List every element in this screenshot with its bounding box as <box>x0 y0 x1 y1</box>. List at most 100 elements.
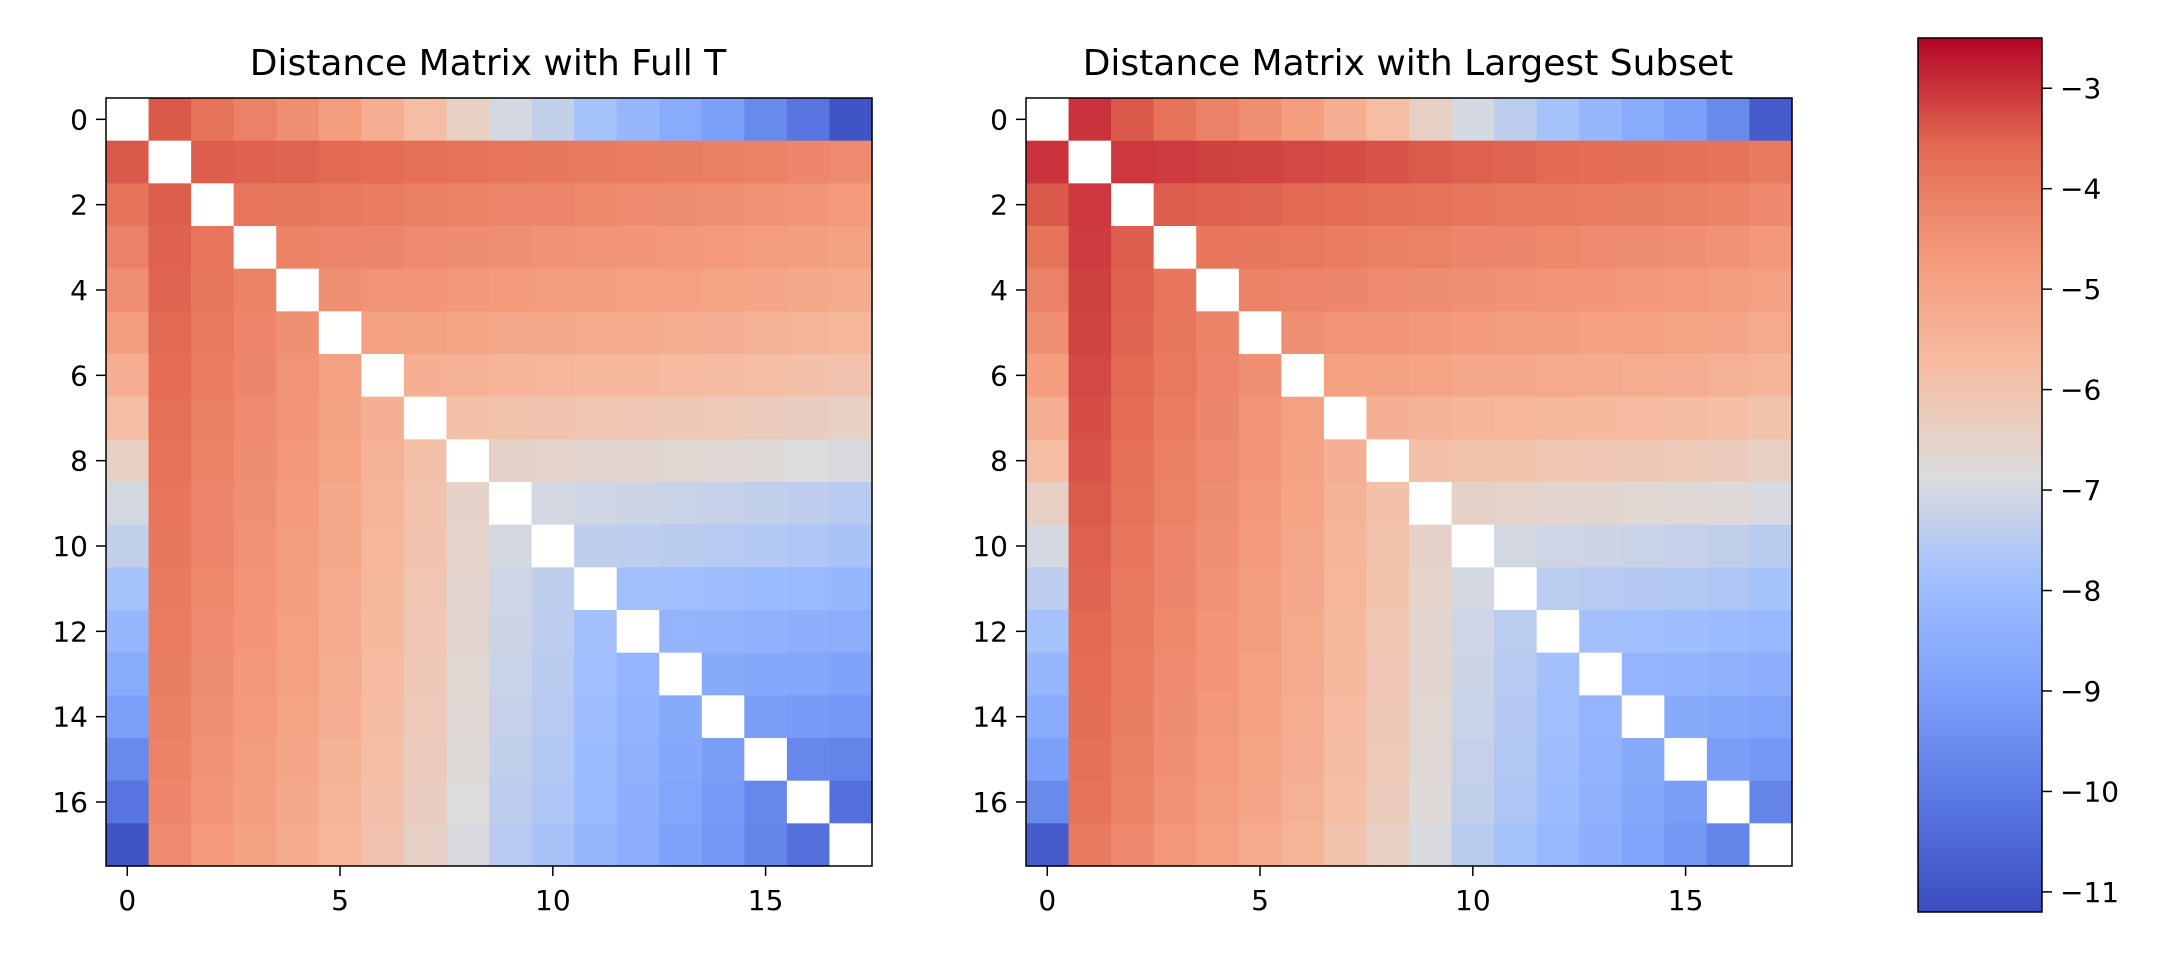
heatmap-cell <box>361 823 405 867</box>
y-tick-label: 8 <box>990 445 1008 478</box>
heatmap-cell <box>1196 610 1240 654</box>
heatmap-cell <box>489 738 533 782</box>
heatmap-cell <box>744 610 788 654</box>
heatmap-cell <box>191 183 235 227</box>
heatmap-cell <box>531 738 575 782</box>
heatmap-cell <box>318 652 362 696</box>
heatmap-cells-full-t <box>106 98 873 867</box>
heatmap-cell <box>276 268 320 312</box>
heatmap-cell <box>318 98 362 142</box>
heatmap-cell <box>829 738 873 782</box>
heatmap-cell <box>318 354 362 398</box>
heatmap-cell <box>1323 311 1368 355</box>
heatmap-cell <box>276 140 320 184</box>
heatmap-cell <box>1621 268 1665 312</box>
heatmap-cell <box>1238 652 1282 696</box>
heatmap-cell <box>1451 610 1495 654</box>
heatmap-cell <box>1579 354 1623 398</box>
heatmap-cell <box>1111 311 1155 355</box>
heatmap-cell <box>446 482 490 526</box>
heatmap-cell <box>361 482 405 526</box>
heatmap-cell <box>276 652 320 696</box>
heatmap-cell <box>191 396 235 440</box>
heatmap-cell <box>1451 140 1495 184</box>
heatmap-cell <box>1579 695 1623 739</box>
heatmap-cell <box>148 140 192 184</box>
heatmap-cell <box>1579 226 1623 270</box>
heatmap-cell <box>403 524 448 568</box>
heatmap-cell <box>1706 567 1751 611</box>
heatmap-cell <box>1749 610 1793 654</box>
heatmap-cell <box>1494 98 1538 142</box>
heatmap-cell <box>1409 482 1453 526</box>
heatmap-cell <box>1621 396 1665 440</box>
heatmap-cell <box>829 482 873 526</box>
colorbar-tick-label: −6 <box>2060 374 2101 407</box>
heatmap-cell <box>1621 98 1665 142</box>
heatmap-cell <box>574 268 618 312</box>
heatmap-cell <box>786 226 831 270</box>
heatmap-cell <box>1111 567 1155 611</box>
heatmap-cell <box>446 183 490 227</box>
heatmap-cell <box>786 354 831 398</box>
heatmap-cell <box>1536 610 1580 654</box>
heatmap-cell <box>1409 567 1453 611</box>
heatmap-cell <box>1749 183 1793 227</box>
heatmap-cell <box>1153 823 1197 867</box>
heatmap-cell <box>233 183 277 227</box>
heatmap-cell <box>1153 610 1197 654</box>
heatmap-cell <box>574 567 618 611</box>
heatmap-cell <box>1196 268 1240 312</box>
heatmap-cell <box>1494 780 1538 824</box>
colorbar-tick-label: −8 <box>2060 575 2101 608</box>
heatmap-cell <box>148 610 192 654</box>
heatmap-cell <box>1026 98 1070 142</box>
heatmap-cell <box>1664 738 1708 782</box>
heatmap-cell <box>1196 823 1240 867</box>
heatmap-cell <box>1706 610 1751 654</box>
heatmap-cell <box>1111 439 1155 483</box>
heatmap-cell <box>446 695 490 739</box>
heatmap-cell <box>1409 98 1453 142</box>
heatmap-cell <box>829 823 873 867</box>
heatmap-cell <box>1664 396 1708 440</box>
heatmap-cell <box>829 567 873 611</box>
heatmap-cell <box>446 268 490 312</box>
heatmap-cell <box>1281 567 1325 611</box>
heatmap-cell <box>106 98 150 142</box>
heatmap-cell <box>574 780 618 824</box>
heatmap-cell <box>1026 567 1070 611</box>
heatmap-cell <box>1068 780 1112 824</box>
heatmap-cell <box>701 354 745 398</box>
heatmap-cell <box>616 98 660 142</box>
heatmap-cell <box>1153 354 1197 398</box>
heatmap-cell <box>1026 823 1070 867</box>
heatmap-cell <box>1153 226 1197 270</box>
heatmap-cell <box>403 98 448 142</box>
heatmap-cell <box>489 311 533 355</box>
heatmap-cell <box>1068 268 1112 312</box>
heatmap-cell <box>276 695 320 739</box>
heatmap-cell <box>1664 140 1708 184</box>
heatmap-cell <box>1111 396 1155 440</box>
heatmap-cell <box>276 98 320 142</box>
heatmap-cell <box>276 482 320 526</box>
heatmap-cell <box>446 524 490 568</box>
heatmap-cell <box>531 823 575 867</box>
heatmap-cell <box>1451 98 1495 142</box>
heatmap-cell <box>1026 183 1070 227</box>
heatmap-cell <box>1238 226 1282 270</box>
heatmap-cell <box>616 140 660 184</box>
heatmap-cell <box>361 226 405 270</box>
heatmap-cell <box>701 738 745 782</box>
heatmap-cell <box>233 567 277 611</box>
heatmap-cell <box>276 226 320 270</box>
heatmap-cell <box>1706 482 1751 526</box>
heatmap-cell <box>233 524 277 568</box>
heatmap-cell <box>191 823 235 867</box>
heatmap-cell <box>1451 311 1495 355</box>
heatmap-cell <box>1621 780 1665 824</box>
heatmap-cell <box>489 482 533 526</box>
heatmap-cell <box>1281 396 1325 440</box>
heatmap-cell <box>1579 610 1623 654</box>
